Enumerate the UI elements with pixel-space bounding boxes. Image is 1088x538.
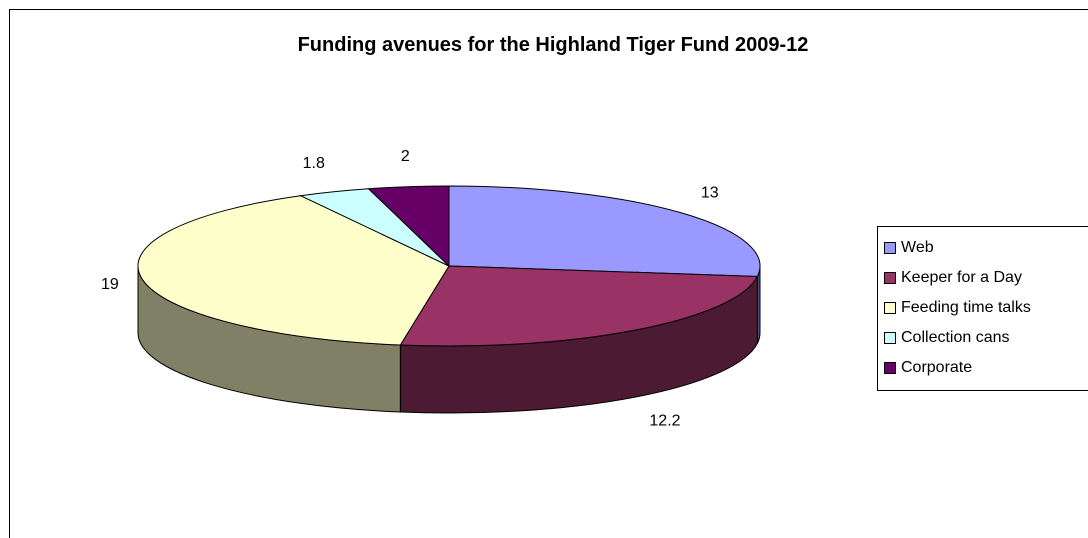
pie-labels: 13 12.2 19 1.8 2 xyxy=(101,148,719,429)
data-label-web: 13 xyxy=(701,185,719,202)
legend-swatch xyxy=(884,272,896,284)
pie-slice-keeper-for-a-day xyxy=(399,265,759,347)
legend-item-corporate: Corporate xyxy=(884,353,1088,383)
legend-label: Corporate xyxy=(901,359,973,376)
legend-item-web: Web xyxy=(884,233,1088,263)
data-label-corporate: 2 xyxy=(401,148,410,165)
pie-slice-corporate xyxy=(367,185,450,268)
pie-slice-web xyxy=(448,185,761,277)
legend-item-feeding-time-talks: Feeding time talks xyxy=(884,293,1088,323)
legend-item-keeper-for-a-day: Keeper for a Day xyxy=(884,263,1088,293)
data-label-keeper-for-a-day: 12.2 xyxy=(649,412,680,429)
legend-swatch xyxy=(884,242,896,254)
legend-swatch xyxy=(884,332,896,344)
legend-swatch xyxy=(884,362,896,374)
legend-items: Web Keeper for a Day Feeding time talks Col… xyxy=(884,233,1088,383)
legend-label: Keeper for a Day xyxy=(901,269,1022,286)
legend-label: Feeding time talks xyxy=(901,299,1031,316)
legend-label: Collection cans xyxy=(901,329,1010,346)
legend: Web Keeper for a Day Feeding time talks Col… xyxy=(877,226,1088,391)
chart-title: Funding avenues for the Highland Tiger F… xyxy=(298,34,809,56)
data-label-collection-cans: 1.8 xyxy=(303,155,325,172)
pie-slice-feeding-time-talks xyxy=(137,195,450,346)
legend-label: Web xyxy=(901,239,934,256)
legend-swatch xyxy=(884,302,896,314)
data-label-feeding-time-talks: 19 xyxy=(101,276,119,293)
legend-item-collection-cans: Collection cans xyxy=(884,323,1088,353)
pie-top xyxy=(137,185,761,347)
